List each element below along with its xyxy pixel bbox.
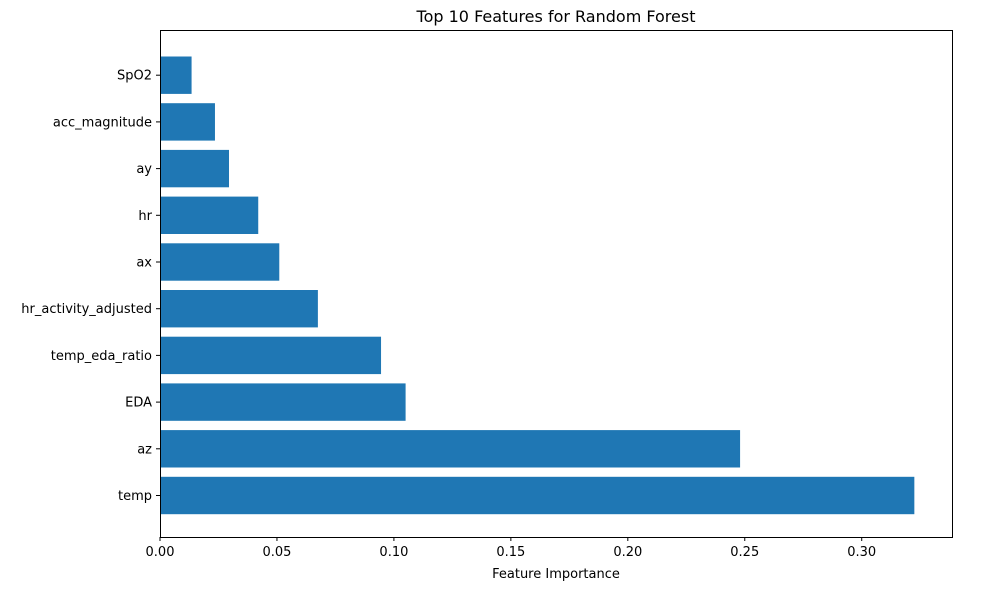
y-tick-label-acc-magnitude: acc_magnitude [53, 115, 152, 130]
x-tick-label: 0.25 [730, 545, 759, 560]
y-tick-label-hr: hr [138, 209, 152, 224]
bar-hr-activity-adjusted [160, 290, 318, 328]
x-ticks-layer: 0.00 0.05 0.10 0.15 0.20 0.25 0.30 [146, 537, 876, 560]
x-tick-label: 0.05 [262, 545, 291, 560]
y-tick-label-temp: temp [118, 489, 152, 504]
x-axis-label: Feature Importance [492, 567, 620, 582]
y-tick-label-ay: ay [136, 162, 152, 177]
x-tick-label: 0.30 [847, 545, 876, 560]
x-tick-label: 0.20 [613, 545, 642, 560]
y-tick-label-eda: EDA [125, 396, 152, 411]
bar-spo2 [160, 56, 192, 94]
bar-eda [160, 383, 406, 421]
x-tick-label: 0.00 [146, 545, 175, 560]
bar-acc-magnitude [160, 103, 215, 141]
y-tick-label-spo2: SpO2 [117, 69, 152, 84]
bar-az [160, 430, 741, 468]
y-tick-label-ax: ax [136, 256, 152, 271]
chart-title: Top 10 Features for Random Forest [416, 7, 696, 26]
y-tick-label-az: az [137, 442, 152, 457]
bar-hr [160, 196, 259, 234]
y-tick-label-temp-eda-ratio: temp_eda_ratio [51, 349, 152, 364]
y-ticks-layer: temp az EDA temp_eda_ratio hr_activity_adjus… [21, 69, 160, 504]
bar-temp-eda-ratio [160, 336, 382, 375]
y-tick-label-hr-activity-adjusted: hr_activity_adjusted [21, 302, 152, 317]
x-tick-label: 0.10 [379, 545, 408, 560]
bar-temp [160, 476, 915, 515]
bar-ay [160, 149, 230, 188]
bars-layer [160, 56, 915, 515]
bar-ax [160, 243, 280, 281]
x-tick-label: 0.15 [496, 545, 525, 560]
plot-frame [160, 30, 953, 538]
